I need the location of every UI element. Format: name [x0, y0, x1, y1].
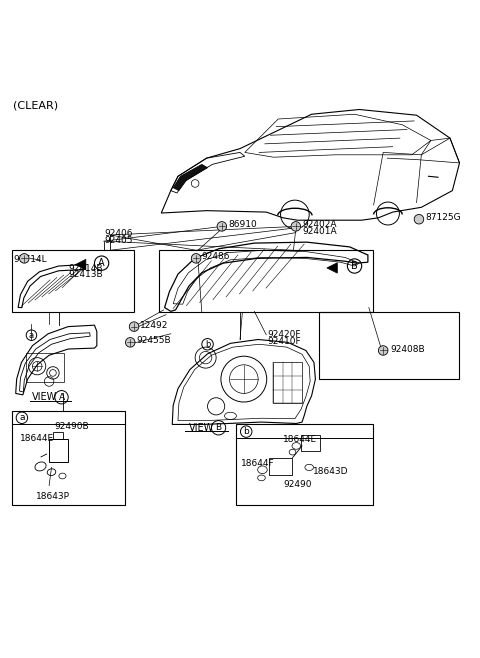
Text: a: a — [19, 413, 24, 422]
Text: A: A — [98, 258, 105, 268]
Text: 92420F: 92420F — [268, 330, 301, 340]
Circle shape — [378, 345, 388, 355]
Bar — [274, 363, 302, 403]
Polygon shape — [75, 259, 86, 270]
Bar — [301, 436, 320, 451]
Circle shape — [291, 222, 300, 231]
Circle shape — [20, 253, 29, 263]
Bar — [49, 439, 68, 462]
Text: 18643D: 18643D — [312, 467, 348, 476]
Polygon shape — [173, 164, 207, 191]
Text: 87125G: 87125G — [425, 213, 461, 222]
Circle shape — [125, 338, 135, 347]
Bar — [26, 353, 64, 382]
Text: b: b — [243, 427, 249, 436]
Circle shape — [129, 322, 139, 332]
Text: 18643P: 18643P — [36, 492, 70, 501]
Text: 92405: 92405 — [104, 236, 132, 245]
Text: 18644E: 18644E — [20, 434, 54, 443]
Text: 92414B: 92414B — [68, 264, 103, 273]
Circle shape — [192, 253, 201, 263]
Text: B: B — [351, 261, 358, 271]
Text: b: b — [205, 340, 210, 349]
Text: 18644F: 18644F — [241, 459, 275, 468]
Text: A: A — [59, 393, 65, 402]
Text: 92486: 92486 — [202, 252, 230, 261]
Circle shape — [414, 215, 424, 224]
Text: 92406: 92406 — [104, 229, 132, 238]
Text: B: B — [216, 423, 222, 432]
Text: 92408B: 92408B — [390, 345, 425, 353]
Text: 92410F: 92410F — [268, 338, 301, 346]
Bar — [53, 432, 63, 439]
Text: a: a — [29, 331, 34, 340]
Bar — [236, 424, 372, 505]
Polygon shape — [327, 263, 337, 273]
Text: 18644E: 18644E — [283, 435, 317, 444]
Circle shape — [217, 222, 227, 231]
Text: 92490: 92490 — [283, 480, 312, 489]
Text: 92401A: 92401A — [302, 226, 336, 236]
Bar — [12, 250, 134, 313]
Text: VIEW: VIEW — [189, 423, 214, 433]
Text: 92413B: 92413B — [68, 270, 103, 279]
Text: 92490B: 92490B — [55, 422, 89, 432]
Text: 92455B: 92455B — [136, 336, 171, 345]
Bar — [159, 250, 372, 313]
Bar — [12, 411, 124, 505]
Text: 86910: 86910 — [228, 220, 257, 228]
Bar — [269, 458, 291, 474]
Text: 12492: 12492 — [140, 320, 168, 330]
Bar — [319, 313, 458, 379]
Text: VIEW: VIEW — [33, 392, 58, 402]
Text: (CLEAR): (CLEAR) — [13, 101, 59, 111]
Text: 97714L: 97714L — [13, 255, 47, 265]
Text: 92402A: 92402A — [302, 220, 336, 228]
